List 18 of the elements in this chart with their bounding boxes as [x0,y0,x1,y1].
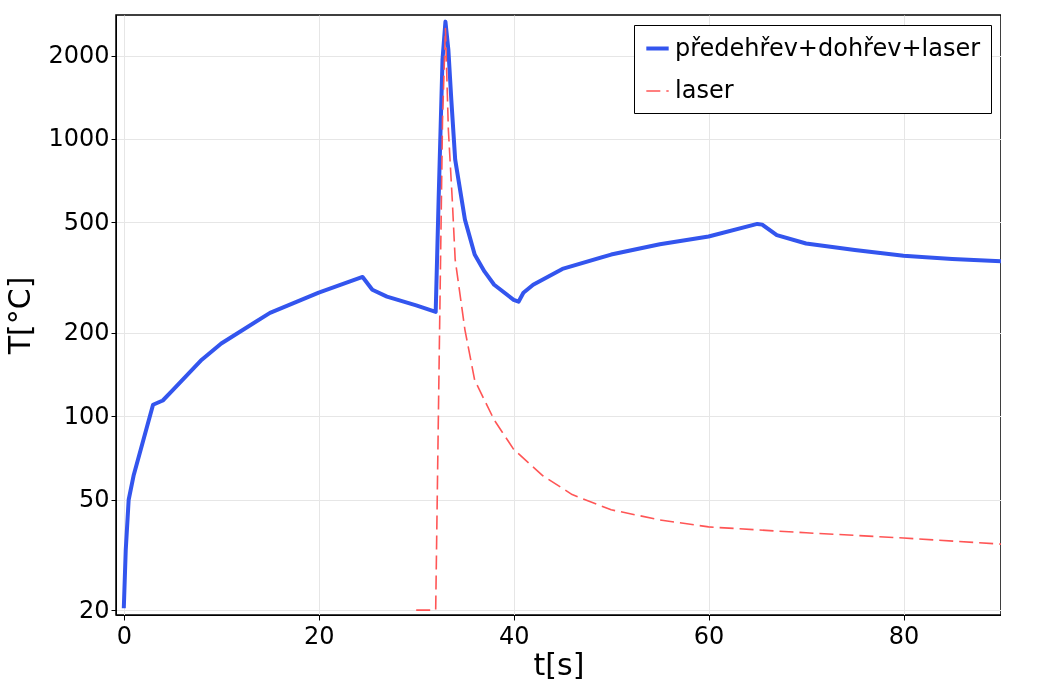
y-axis-title: T[°C] [2,276,38,356]
x-axis-title: t[s] [533,646,585,682]
y-tick-label: 200 [63,318,110,347]
y-tick-label: 500 [63,207,110,236]
x-tick-label: 80 [888,621,920,650]
x-tick-label: 60 [693,621,725,650]
legend-label: předehřev+dohřev+laser [675,33,981,62]
x-tick-label: 20 [303,621,335,650]
y-tick-label: 100 [63,401,110,430]
y-tick-label: 20 [78,595,110,624]
x-tick-label: 0 [116,621,132,650]
legend-label: laser [675,76,734,104]
line-series [121,19,1001,611]
line-series [415,27,1001,611]
y-tick-label: 1000 [48,124,110,153]
y-tick-label: 50 [78,485,110,514]
y-tick-label: 2000 [48,41,110,70]
x-tick-label: 40 [498,621,530,650]
